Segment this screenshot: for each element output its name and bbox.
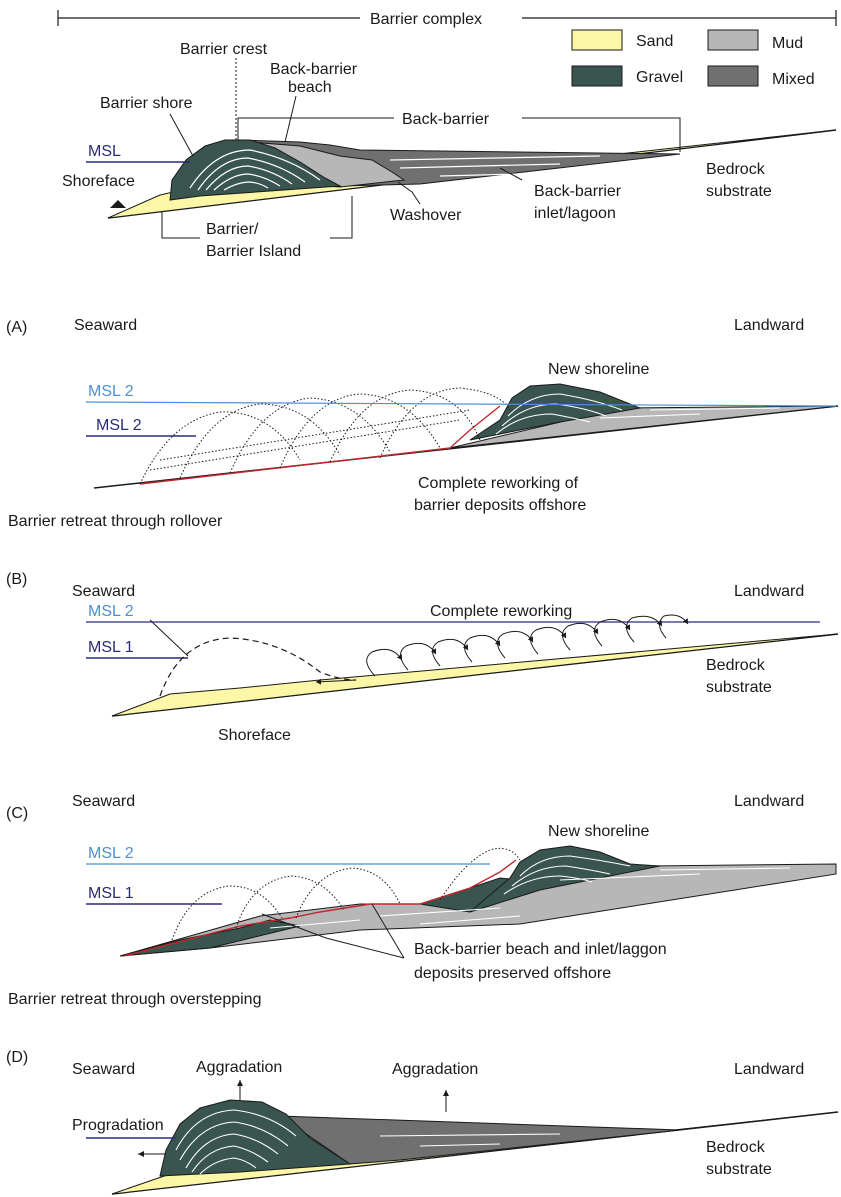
panel-a: (A) Seaward Landward [6,317,839,530]
panel-d-seaward: Seaward [72,1061,135,1078]
panel-c-msl-upper-label: MSL 2 [88,845,134,862]
panel-b-seaward: Seaward [72,583,135,600]
panel-a-new-barrier [469,383,642,441]
panel-a-note-1: Complete reworking of [418,475,579,492]
barrier-label-2: Barrier Island [206,243,301,260]
barrier-complex-label: Barrier complex [370,11,482,28]
panel-d-bedrock-2: substrate [706,1161,772,1178]
panel-b-sand [111,633,839,717]
panel-d-progradation: Progradation [72,1117,164,1134]
shoreface-label: Shoreface [62,173,135,190]
barrier-shore-label: Barrier shore [100,95,193,112]
gravel-barrier [169,139,342,201]
panel-a-caption: Barrier retreat through rollover [8,513,223,530]
barrier-island-bracket [161,212,200,239]
panel-d-barrier [159,1099,352,1177]
back-barrier-bracket [237,117,394,140]
panel-d-landward: Landward [734,1061,804,1078]
panel-b-msl-lower-label: MSL 1 [88,639,134,656]
panel-d-bedrock-1: Bedrock [706,1139,766,1156]
legend-mud-label: Mud [772,35,803,52]
legend-sand-label: Sand [636,33,673,50]
inlet-label-2: inlet/lagoon [534,205,616,222]
panel-b: (B) Seaward Landward MSL 2 MSL 1 Co [6,571,839,744]
legend-mixed-swatch [707,65,759,87]
back-barrier-beach-label-2: beach [288,79,332,96]
panel-d-mixed [278,1115,681,1165]
panel-a-msl-upper-line [85,401,837,407]
panel-a-seaward: Seaward [74,317,137,334]
inlet-label-1: Back-barrier [534,183,622,200]
panel-a-note-2: barrier deposits offshore [414,497,586,514]
panel-c-seaward: Seaward [72,793,135,810]
panel-d-aggradation-1: Aggradation [196,1059,282,1076]
panel-b-letter: (B) [6,571,27,588]
panel-a-ravinement [139,405,501,485]
panel-c-new-shoreline: New shoreline [548,823,649,840]
panel-c-ravinement [123,859,517,957]
panel-c: (C) Seaward Landward MS [6,793,837,1008]
legend-sand-swatch [571,29,623,51]
panel-a-new-shoreline: New shoreline [548,361,649,378]
bedrock-label-1: Bedrock [706,161,766,178]
legend-gravel-label: Gravel [636,69,683,86]
barrier-label-1: Barrier/ [206,221,259,238]
panel-b-bedrock-1: Bedrock [706,657,766,674]
panel-b-complete-reworking: Complete reworking [430,603,572,620]
panel-c-landward: Landward [734,793,804,810]
panel-a-msl-upper-label: MSL 2 [88,383,134,400]
panel-b-msl-upper-label: MSL 2 [88,603,134,620]
washover-label: Washover [390,207,462,224]
panel-b-landward: Landward [734,583,804,600]
legend-gravel-swatch [571,65,623,87]
panel-c-msl-lower-label: MSL 1 [88,885,134,902]
panel-d-aggradation-2: Aggradation [392,1061,478,1078]
panel-a-letter: (A) [6,319,27,336]
back-barrier-beach-label-1: Back-barrier [270,61,358,78]
panel-c-caption: Barrier retreat through overstepping [8,991,261,1008]
panel-b-shoreface: Shoreface [218,727,291,744]
panel-c-letter: (C) [6,805,28,822]
panel-a-msl-lower-label: MSL 2 [96,417,142,434]
panel-c-note-1: Back-barrier beach and inlet/laggon [414,941,667,958]
panel-b-reworking-loops [366,614,689,677]
panel-b-former-barrier [159,637,357,697]
panel-b-bedrock-2: substrate [706,679,772,696]
panel-a-landward: Landward [734,317,804,334]
panel-d: (D) Seaward Landward Aggradation Aggrada… [6,1049,839,1195]
panel-d-letter: (D) [6,1049,28,1066]
barrier-crest-label: Barrier crest [180,41,268,58]
msl-label: MSL [88,143,121,160]
legend-mixed-label: Mixed [772,71,815,88]
top-panel: Barrier complex Sand Mud Gravel Mixed [57,10,837,260]
back-barrier-label: Back-barrier [402,111,490,128]
panel-c-note-2: deposits preserved offshore [414,965,611,982]
legend-mud-swatch [707,29,759,51]
bedrock-label-2: substrate [706,183,772,200]
